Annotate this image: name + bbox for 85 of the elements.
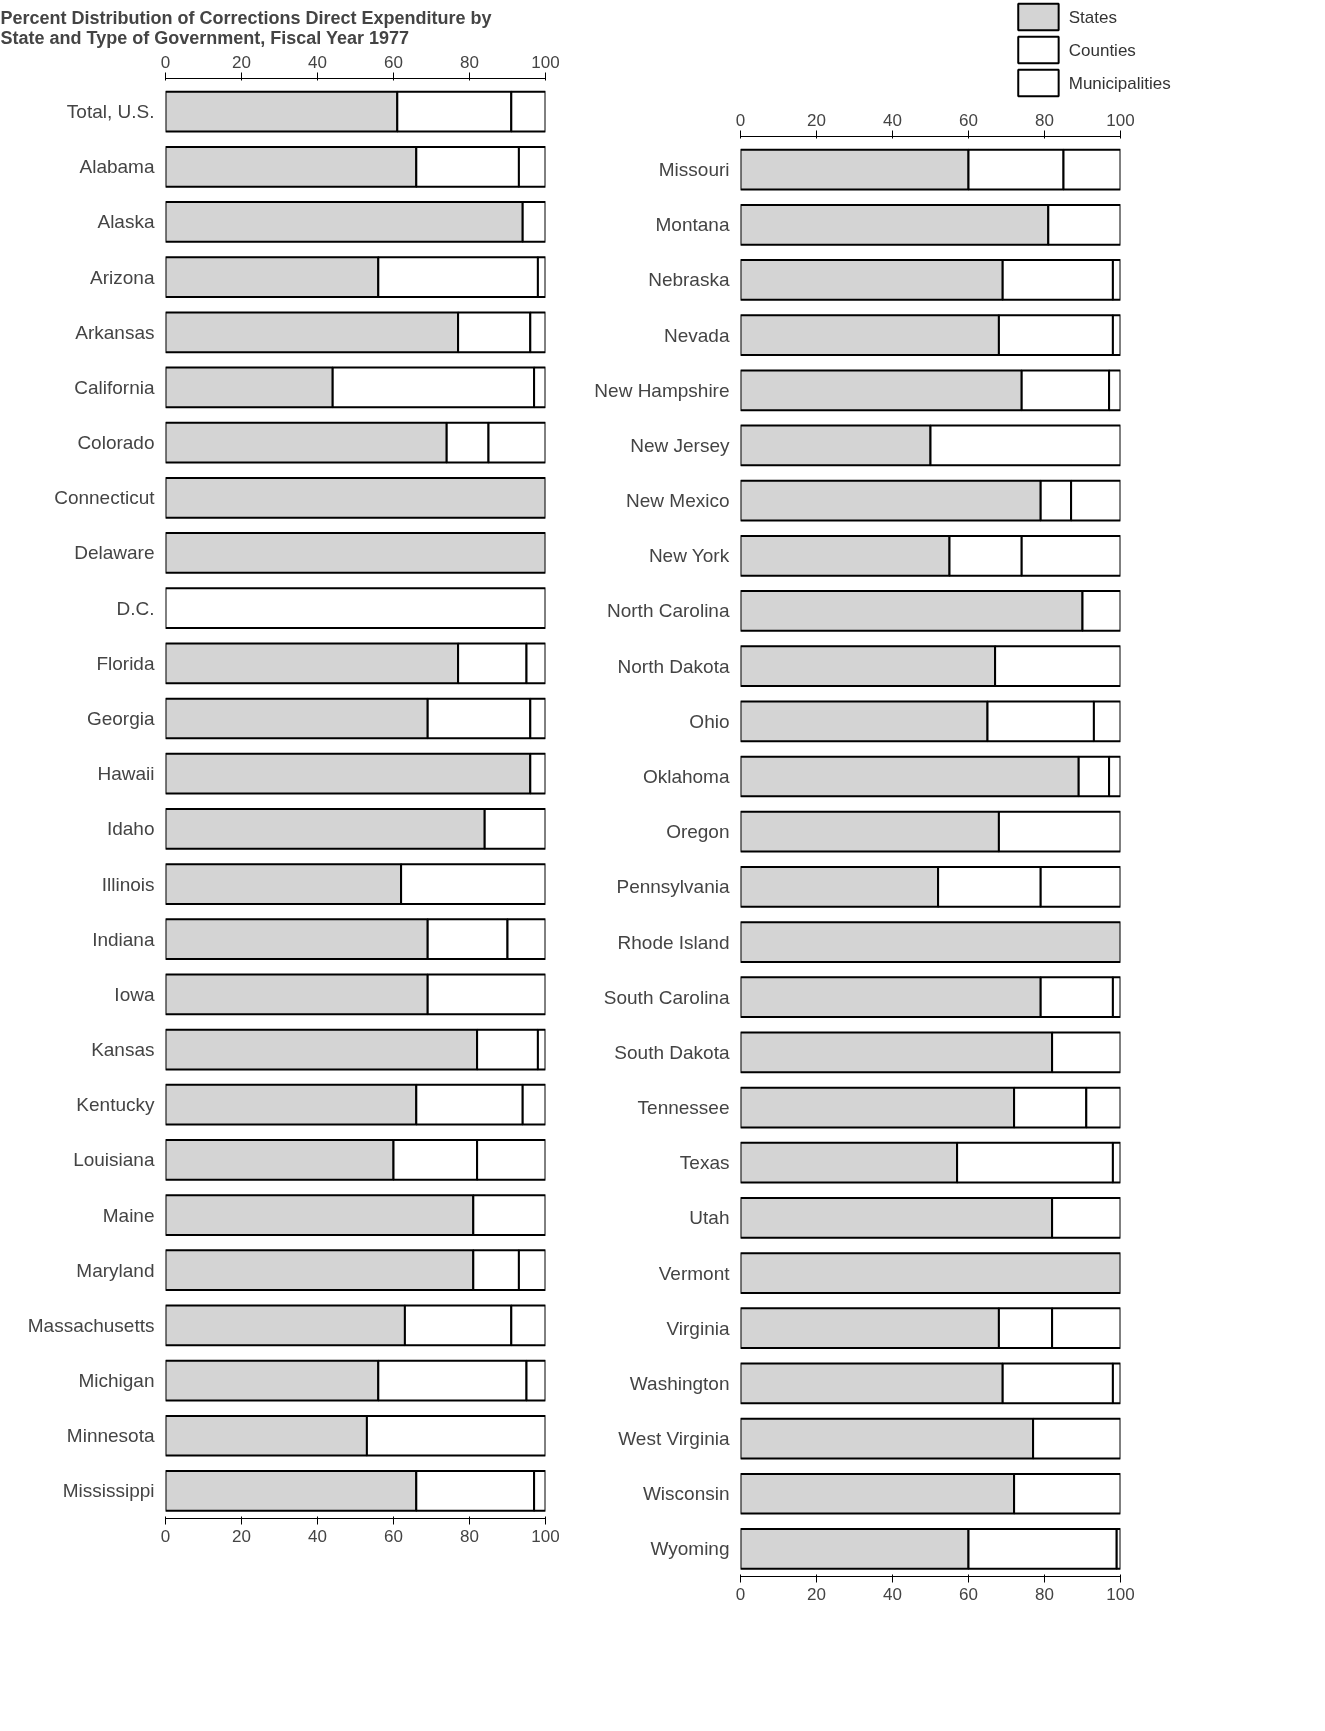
y-tick-label: Delaware [74, 542, 155, 564]
bar [165, 532, 546, 574]
y-tick-label: Oklahoma [642, 766, 730, 787]
y-tick-label: Wyoming [650, 1538, 730, 1560]
y-tick-label: Arizona [90, 266, 155, 288]
y-tick-label: South Dakota [614, 1041, 730, 1063]
y-tick-label: West Virginia [618, 1428, 730, 1450]
y-tick-label: Michigan [78, 1370, 155, 1392]
y-tick-label: California [74, 376, 155, 398]
y-tick-label: Alaska [97, 211, 155, 233]
y-tick-label: North Dakota [617, 655, 730, 677]
y-tick-label: Utah [689, 1207, 730, 1229]
y-tick-label: Ohio [689, 710, 730, 732]
y-tick-label: Virginia [666, 1317, 730, 1339]
y-tick-label: Connecticut [54, 487, 156, 509]
y-tick-label: Iowa [114, 983, 155, 1005]
y-tick-label: South Carolina [603, 986, 730, 1008]
x-tick-label: 80 [460, 1526, 479, 1546]
bar [165, 476, 546, 519]
x-tick-label: 20 [232, 1526, 251, 1546]
x2-tick-label: 80 [460, 52, 479, 72]
y-tick-label: New Jersey [630, 434, 730, 456]
x2-tick-label: 0 [735, 110, 746, 130]
y-tick-label: Montana [655, 214, 730, 236]
y-tick-label: Maryland [76, 1259, 155, 1281]
y-tick-label: Pennsylvania [616, 876, 730, 898]
y-tick-label: Massachusetts [27, 1314, 155, 1336]
y-tick-label: Colorado [77, 432, 155, 454]
x-tick-label: 100 [531, 1526, 560, 1546]
y-tick-label: Alabama [79, 156, 155, 178]
x2-tick-label: 20 [232, 52, 251, 72]
y-tick-label: Rhode Island [617, 931, 730, 953]
x-tick-label: 100 [1106, 1584, 1135, 1604]
y-tick-label: Texas [679, 1152, 730, 1174]
y-tick-label: Idaho [106, 818, 155, 840]
y-tick-label: Washington [629, 1372, 730, 1394]
y-tick-label: North Carolina [607, 600, 730, 622]
y-tick-label: Missouri [658, 159, 730, 181]
y-tick-label: Indiana [92, 928, 155, 950]
legend-label: Counties [1068, 40, 1136, 60]
x-tick-label: 40 [308, 1526, 327, 1546]
y-tick-label: Arkansas [75, 321, 155, 343]
bar [740, 1252, 1121, 1294]
x2-tick-label: 100 [531, 52, 560, 72]
bar [740, 921, 1121, 963]
x2-tick-label: 40 [883, 110, 902, 130]
x2-tick-label: 60 [384, 52, 403, 72]
y-tick-label: Hawaii [97, 763, 155, 785]
x-tick-label: 40 [883, 1584, 902, 1604]
y-tick-label: Louisiana [73, 1149, 155, 1171]
y-tick-label: Oregon [666, 821, 730, 843]
y-tick-label: Total, U.S. [66, 101, 155, 123]
y-tick-label: Maine [102, 1204, 155, 1226]
y-tick-label: Nebraska [648, 269, 730, 291]
y-tick-label: Mississippi [62, 1480, 155, 1502]
y-tick-label: New Mexico [626, 490, 730, 512]
x-tick-label: 20 [807, 1584, 826, 1604]
y-tick-label: Tennessee [637, 1097, 730, 1119]
y-tick-label: Kentucky [76, 1094, 155, 1116]
y-tick-label: Kansas [91, 1039, 155, 1061]
y-tick-label: Minnesota [66, 1425, 155, 1447]
legend-label: States [1068, 7, 1117, 27]
legend-label: Municipalities [1068, 73, 1171, 93]
y-tick-label: Illinois [101, 873, 155, 895]
x-tick-label: 0 [735, 1584, 746, 1604]
y-tick-label: Florida [96, 652, 155, 674]
y-tick-label: Vermont [658, 1262, 731, 1284]
x-tick-label: 60 [384, 1526, 403, 1546]
bar [165, 587, 546, 630]
chart-title: Percent Distribution of Corrections Direct Expenditure by State and Type of Government, Fiscal Year 1977 [0, 7, 492, 48]
y-tick-label: Nevada [664, 324, 730, 346]
x2-tick-label: 20 [807, 110, 826, 130]
x-tick-label: 80 [1035, 1584, 1054, 1604]
x2-tick-label: 80 [1035, 110, 1054, 130]
y-tick-label: New Hampshire [594, 379, 730, 401]
y-tick-label: Wisconsin [642, 1483, 730, 1505]
x-tick-label: 0 [160, 1526, 171, 1546]
x2-tick-label: 40 [308, 52, 327, 72]
y-tick-label: New York [648, 545, 730, 567]
x-tick-label: 60 [959, 1584, 978, 1604]
x2-tick-label: 100 [1106, 110, 1135, 130]
x2-tick-label: 60 [959, 110, 978, 130]
y-tick-label: D.C. [116, 597, 155, 619]
y-tick-label: Georgia [86, 708, 155, 729]
x2-tick-label: 0 [160, 52, 171, 72]
